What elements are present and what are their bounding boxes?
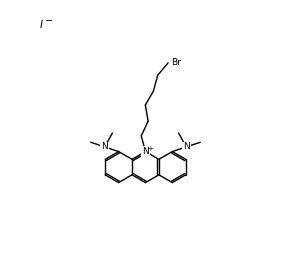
Text: −: −: [45, 16, 53, 26]
Text: N: N: [101, 142, 108, 151]
Text: N: N: [142, 147, 149, 156]
Text: +: +: [147, 146, 153, 152]
Text: I: I: [40, 21, 43, 31]
Text: N: N: [183, 142, 190, 151]
Text: Br: Br: [171, 58, 181, 67]
